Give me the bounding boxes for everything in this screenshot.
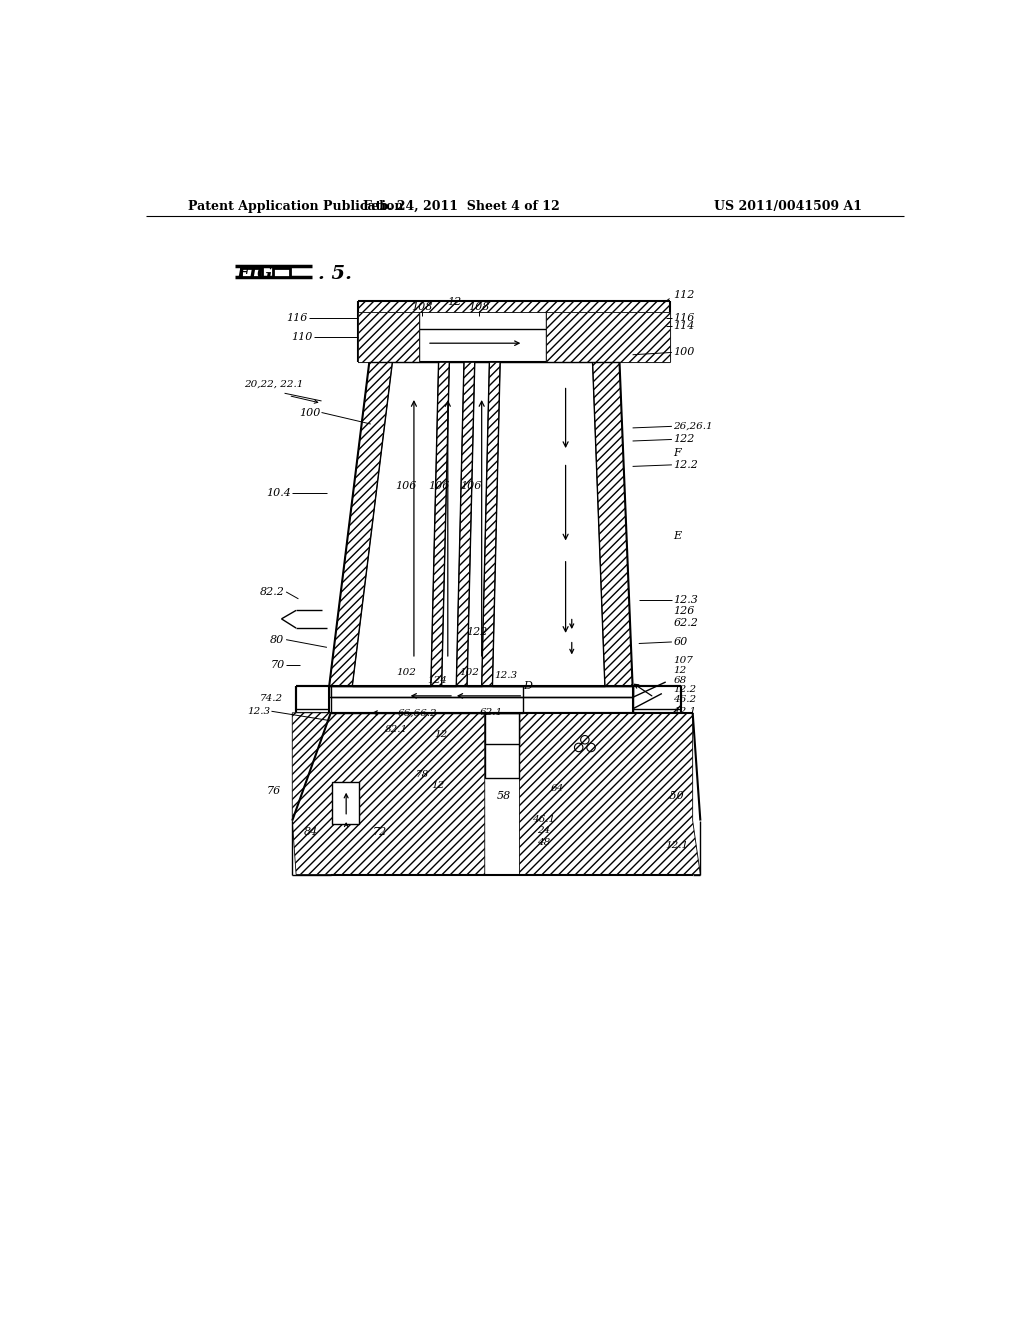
Text: 66,66.2: 66,66.2 bbox=[397, 709, 437, 717]
Text: 100: 100 bbox=[674, 347, 695, 358]
Text: 122: 122 bbox=[466, 627, 487, 638]
Text: 70: 70 bbox=[270, 660, 285, 671]
Polygon shape bbox=[484, 713, 519, 743]
Text: 20,22, 22.1: 20,22, 22.1 bbox=[245, 380, 304, 388]
Text: 24: 24 bbox=[538, 826, 550, 836]
Text: 100: 100 bbox=[299, 408, 321, 417]
Text: 12: 12 bbox=[446, 297, 461, 308]
Text: 126: 126 bbox=[674, 606, 695, 616]
Text: D: D bbox=[523, 681, 532, 690]
Polygon shape bbox=[357, 313, 419, 363]
Polygon shape bbox=[273, 268, 290, 277]
Text: 58: 58 bbox=[497, 791, 511, 801]
Polygon shape bbox=[241, 268, 262, 277]
Text: 82.1: 82.1 bbox=[385, 725, 408, 734]
Text: 102: 102 bbox=[460, 668, 479, 677]
Text: 10.4: 10.4 bbox=[266, 488, 291, 499]
Text: 12.2: 12.2 bbox=[674, 685, 696, 694]
Text: 76: 76 bbox=[266, 787, 281, 796]
Text: 122: 122 bbox=[674, 434, 695, 445]
Text: Patent Application Publication: Patent Application Publication bbox=[188, 199, 403, 213]
Text: 12: 12 bbox=[674, 667, 687, 675]
Polygon shape bbox=[431, 363, 450, 686]
Text: 12.3: 12.3 bbox=[494, 672, 517, 680]
Text: 108: 108 bbox=[468, 302, 489, 312]
Text: 46.1: 46.1 bbox=[532, 814, 556, 824]
Text: . 5.: . 5. bbox=[317, 265, 351, 282]
Text: 26,26.1: 26,26.1 bbox=[674, 422, 713, 430]
Text: 114: 114 bbox=[674, 321, 695, 331]
Polygon shape bbox=[481, 363, 500, 686]
Text: E: E bbox=[674, 531, 682, 541]
Text: 12.1: 12.1 bbox=[674, 706, 696, 715]
Text: .50: .50 bbox=[666, 791, 683, 801]
Polygon shape bbox=[457, 363, 475, 686]
Text: 116: 116 bbox=[287, 313, 307, 323]
Polygon shape bbox=[519, 713, 700, 875]
Polygon shape bbox=[547, 313, 670, 363]
Text: 78: 78 bbox=[416, 770, 429, 779]
Text: 12.1: 12.1 bbox=[666, 841, 689, 850]
Text: 102: 102 bbox=[396, 668, 416, 677]
Polygon shape bbox=[330, 363, 392, 686]
Text: 84: 84 bbox=[303, 828, 317, 837]
Polygon shape bbox=[484, 713, 519, 779]
Text: 12.3: 12.3 bbox=[248, 706, 270, 715]
Text: 107: 107 bbox=[674, 656, 693, 665]
Text: F: F bbox=[674, 449, 681, 458]
Text: 74.2: 74.2 bbox=[260, 694, 283, 704]
Text: 112: 112 bbox=[674, 290, 695, 301]
Text: 116: 116 bbox=[674, 313, 695, 323]
Text: 68: 68 bbox=[674, 676, 687, 685]
Text: 62.2: 62.2 bbox=[674, 619, 698, 628]
Text: 106: 106 bbox=[428, 480, 450, 491]
Text: 106: 106 bbox=[460, 480, 481, 491]
Polygon shape bbox=[357, 301, 670, 313]
Text: Feb. 24, 2011  Sheet 4 of 12: Feb. 24, 2011 Sheet 4 of 12 bbox=[364, 199, 560, 213]
Text: 106: 106 bbox=[395, 480, 417, 491]
Text: 80: 80 bbox=[270, 635, 285, 644]
Text: 108: 108 bbox=[411, 302, 432, 312]
Text: 72: 72 bbox=[373, 828, 387, 837]
Text: 48: 48 bbox=[538, 838, 550, 846]
Polygon shape bbox=[292, 713, 484, 875]
Polygon shape bbox=[333, 781, 359, 825]
Text: 124: 124 bbox=[427, 676, 446, 685]
Text: 82.2: 82.2 bbox=[260, 587, 285, 597]
Text: 62.1: 62.1 bbox=[479, 709, 503, 717]
Polygon shape bbox=[593, 363, 633, 686]
Text: 110: 110 bbox=[292, 333, 313, 342]
Text: 12.3: 12.3 bbox=[674, 594, 698, 605]
Text: US 2011/0041509 A1: US 2011/0041509 A1 bbox=[714, 199, 862, 213]
Text: 60: 60 bbox=[674, 638, 688, 647]
Text: 12: 12 bbox=[431, 781, 444, 791]
Text: 12.2: 12.2 bbox=[674, 459, 698, 470]
Text: 46.2: 46.2 bbox=[674, 696, 696, 704]
Text: 12: 12 bbox=[435, 730, 447, 739]
Text: FIG: FIG bbox=[237, 265, 273, 282]
Text: 64: 64 bbox=[550, 784, 563, 793]
